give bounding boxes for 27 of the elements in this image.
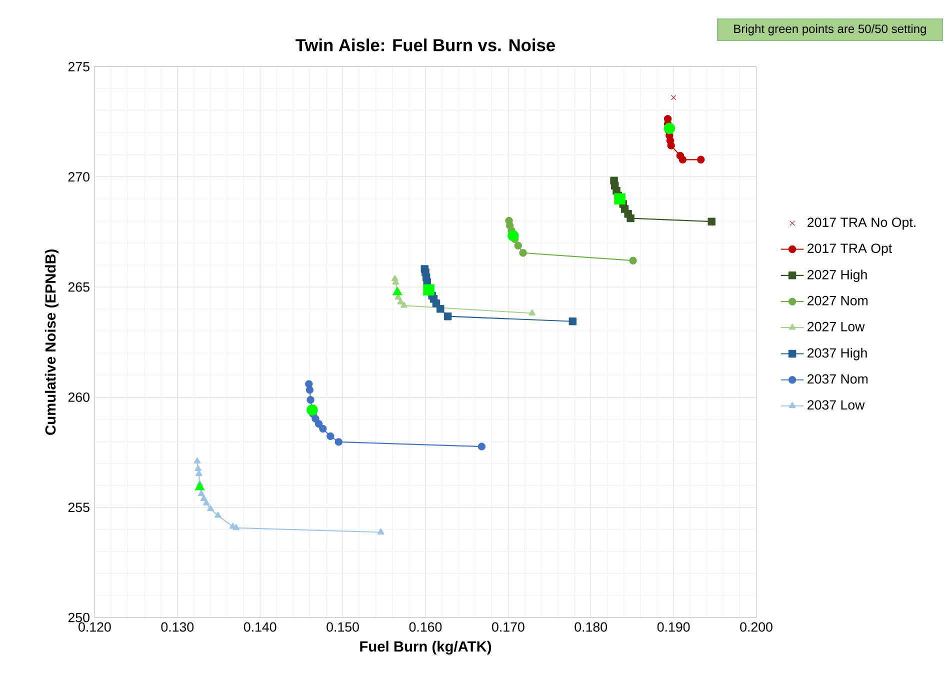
y-tick-label: 255: [68, 502, 90, 512]
x-tick-label: 0.200: [740, 622, 772, 632]
y-tick-label: 260: [68, 392, 90, 402]
legend-label: 2037 High: [808, 348, 867, 360]
x-tick-label: 0.180: [574, 622, 608, 632]
x-tick-label: 0.130: [161, 622, 194, 632]
text: Bright green points are 50/50 setting: [734, 24, 926, 36]
legend-label: 2037 Nom: [808, 374, 868, 384]
chart-title: Twin Aisle: Fuel Burn vs. Noise: [296, 38, 555, 52]
legend-label: 2027 High: [808, 269, 867, 282]
x-tick-label: 0.140: [244, 622, 276, 632]
x-tick-label: 0.170: [492, 622, 524, 632]
x-axis-title: Fuel Burn (kg/ATK): [360, 640, 492, 654]
legend-label: 2017 TRA Opt: [808, 243, 892, 256]
y-tick-label: 275: [68, 62, 90, 72]
legend-label: 2027 Low: [808, 322, 865, 332]
y-tick-label: 250: [68, 612, 90, 622]
y-tick-label: 270: [68, 172, 90, 182]
y-axis-title: Cumulative Noise (EPNdB): [44, 249, 59, 435]
x-tick-label: 0.190: [657, 622, 690, 632]
x-tick-label: 0.120: [78, 622, 111, 632]
legend-label: 2037 Low: [808, 400, 865, 410]
x-tick-label: 0.160: [409, 622, 442, 632]
legend-label: 2017 TRA No Opt.: [808, 218, 916, 230]
x-tick-label: 0.150: [326, 622, 359, 632]
y-tick-label: 265: [68, 282, 90, 292]
legend-label: 2027 Nom: [808, 296, 868, 306]
